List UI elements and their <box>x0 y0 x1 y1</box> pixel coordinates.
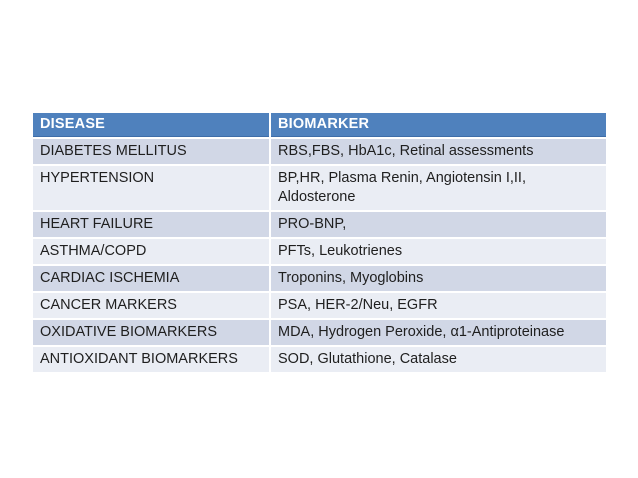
disease-cell: CANCER MARKERS <box>33 293 269 318</box>
table-row: CANCER MARKERS PSA, HER-2/Neu, EGFR <box>33 293 606 318</box>
table-header-row: DISEASE BIOMARKER <box>33 113 606 137</box>
biomarker-cell: SOD, Glutathione, Catalase <box>271 347 606 372</box>
biomarker-cell: PRO-BNP, <box>271 212 606 237</box>
biomarker-cell: RBS,FBS, HbA1c, Retinal assessments <box>271 139 606 164</box>
disease-cell: ANTIOXIDANT BIOMARKERS <box>33 347 269 372</box>
table-row: HEART FAILURE PRO-BNP, <box>33 212 606 237</box>
table-row: DIABETES MELLITUS RBS,FBS, HbA1c, Retina… <box>33 139 606 164</box>
disease-cell: ASTHMA/COPD <box>33 239 269 264</box>
disease-biomarker-table: DISEASE BIOMARKER DIABETES MELLITUS RBS,… <box>31 111 608 374</box>
biomarker-cell: PFTs, Leukotrienes <box>271 239 606 264</box>
disease-cell: OXIDATIVE BIOMARKERS <box>33 320 269 345</box>
biomarker-cell: BP,HR, Plasma Renin, Angiotensin I,II, A… <box>271 166 606 210</box>
biomarker-cell: MDA, Hydrogen Peroxide, α1-Antiproteinas… <box>271 320 606 345</box>
table-row: OXIDATIVE BIOMARKERS MDA, Hydrogen Perox… <box>33 320 606 345</box>
disease-cell: DIABETES MELLITUS <box>33 139 269 164</box>
biomarker-cell: PSA, HER-2/Neu, EGFR <box>271 293 606 318</box>
table-row: ASTHMA/COPD PFTs, Leukotrienes <box>33 239 606 264</box>
table-row: HYPERTENSION BP,HR, Plasma Renin, Angiot… <box>33 166 606 210</box>
table-header-disease: DISEASE <box>33 113 269 137</box>
table-row: CARDIAC ISCHEMIA Troponins, Myoglobins <box>33 266 606 291</box>
disease-cell: HYPERTENSION <box>33 166 269 210</box>
disease-cell: CARDIAC ISCHEMIA <box>33 266 269 291</box>
disease-cell: HEART FAILURE <box>33 212 269 237</box>
table-header-biomarker: BIOMARKER <box>271 113 606 137</box>
biomarker-cell: Troponins, Myoglobins <box>271 266 606 291</box>
table-row: ANTIOXIDANT BIOMARKERS SOD, Glutathione,… <box>33 347 606 372</box>
